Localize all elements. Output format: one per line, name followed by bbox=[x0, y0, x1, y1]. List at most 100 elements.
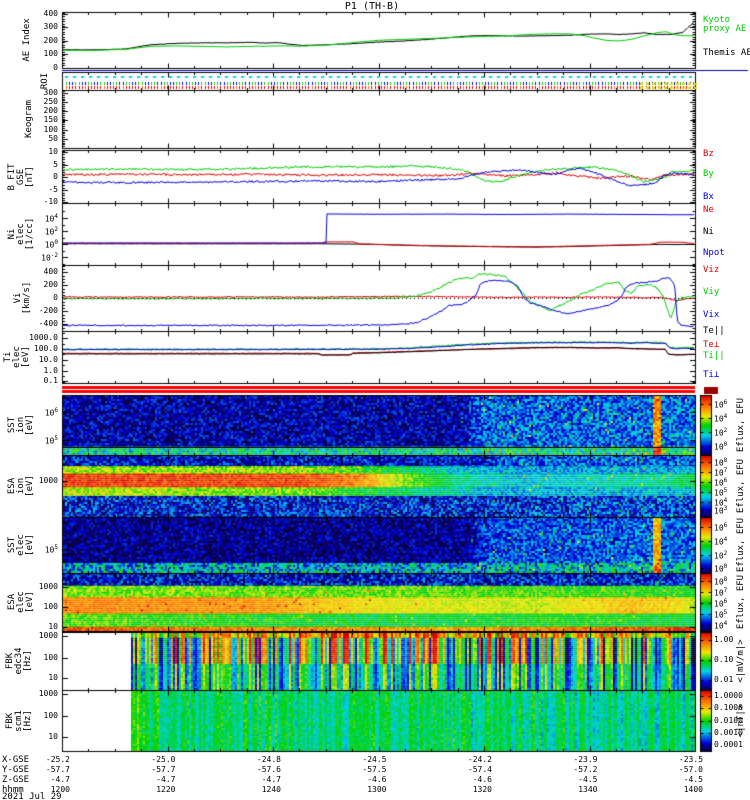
panel-ylabel-esa_ion: ion bbox=[16, 477, 26, 495]
panel-ylabel-fbk_edc34: [Hz] bbox=[23, 650, 33, 672]
ytick-label-keogram: 150 bbox=[43, 114, 58, 124]
legend-ae-proxyAE: proxy AE bbox=[703, 23, 747, 34]
panel-ylabel-vi: [km/s] bbox=[22, 281, 32, 315]
panel-ylabel-ni: elec bbox=[16, 223, 26, 245]
ytick-label-ni: 104 bbox=[44, 213, 58, 224]
xtick-hhmm-2: 1240 bbox=[261, 785, 281, 794]
ytick-label-ti: 100.0 bbox=[33, 343, 58, 353]
ytick-label-sst_ion: 106 bbox=[44, 406, 58, 418]
ytick-label-bfit: -10 bbox=[43, 196, 58, 206]
panel-ylabel-keogram: Keogram bbox=[24, 100, 34, 138]
xtick-y-4: -57.4 bbox=[467, 765, 492, 774]
cbtick-fbk_scm1: 0.0001 bbox=[714, 739, 743, 749]
axis-row-label-hhmm: hhmm bbox=[2, 785, 24, 795]
cbtick-esa_elec: 107 bbox=[714, 587, 728, 598]
xtick-z-6: -4.5 bbox=[683, 775, 703, 784]
cbtick-sst_elec: 106 bbox=[714, 522, 728, 533]
ytick-label-keogram: 250 bbox=[43, 97, 58, 107]
panel-ylabel-ni: [1/cc] bbox=[25, 217, 35, 251]
panel-ylabel-bfit: [nT] bbox=[25, 165, 35, 188]
ytick-label-vi: -200 bbox=[38, 306, 58, 315]
xtick-z-0: -4.7 bbox=[50, 775, 70, 784]
ytick-label-bfit: 10 bbox=[48, 147, 58, 157]
ytick-label-vi: 200 bbox=[43, 279, 58, 289]
ytick-label-fbk_scm1: 100 bbox=[43, 710, 58, 720]
ytick-label-ti: 1000.0 bbox=[29, 333, 58, 343]
cbtick-esa_elec: 104 bbox=[714, 620, 728, 631]
xtick-hhmm-4: 1320 bbox=[472, 785, 492, 794]
xtick-x-5: -23.9 bbox=[573, 755, 598, 764]
ytick-label-vi: 400 bbox=[43, 266, 58, 276]
ytick-label-keogram: 300 bbox=[43, 88, 58, 98]
cbtick-fbk_scm1: 0.1000 bbox=[714, 703, 743, 713]
ytick-label-keogram: 200 bbox=[43, 105, 58, 115]
panel-ylabel-fbk_scm1: FBK bbox=[5, 712, 15, 729]
xtick-hhmm-5: 1340 bbox=[578, 785, 598, 794]
cbtick-esa_ion: 103 bbox=[714, 504, 728, 516]
panel-ylabel-ti: Ti bbox=[3, 351, 13, 363]
axis-date: 2021 Jul 29 bbox=[2, 792, 62, 800]
ytick-label-esa_elec: 10 bbox=[48, 621, 58, 631]
cbtick-fbk_scm1: 0.0100 bbox=[714, 716, 743, 726]
panel-ylabel-sst_elec: SST bbox=[7, 536, 17, 554]
panel-ylabel-sst_ion: ion bbox=[16, 416, 26, 434]
xtick-z-2: -4.7 bbox=[261, 775, 281, 784]
ytick-label-fbk_scm1: 10 bbox=[48, 731, 58, 741]
panel-ylabel-ni: Ni bbox=[7, 228, 17, 240]
xtick-hhmm-0: 1200 bbox=[50, 785, 70, 794]
legend-ae-ThemisAE: Themis AE bbox=[703, 48, 750, 59]
ytick-label-esa_elec: 1000 bbox=[38, 581, 58, 591]
panel-ylabel-fbk_scm1: scm1 bbox=[14, 709, 24, 732]
ytick-label-fbk_edc34: 10 bbox=[48, 672, 58, 682]
cblabel-sst_elec: Eflux, EFU bbox=[736, 517, 746, 573]
page-title: P1 (TH-B) bbox=[344, 1, 400, 12]
panel-ylabel-vi: Vi bbox=[13, 292, 23, 304]
xtick-y-6: -57.0 bbox=[678, 765, 703, 774]
cbtick-fbk_edc34: 1.00 bbox=[714, 635, 734, 645]
panel-ylabel-ti: elec bbox=[12, 346, 22, 368]
panel-ylabel-bfit: B FIT bbox=[7, 162, 17, 191]
xtick-x-0: -25.2 bbox=[45, 755, 70, 764]
cbtick-sst_ion: 100 bbox=[714, 441, 728, 452]
cbtick-fbk_scm1: 1.0000 bbox=[714, 691, 743, 701]
xtick-z-4: -4.6 bbox=[472, 775, 492, 784]
ytick-label-fbk_edc34: 1000 bbox=[38, 631, 58, 641]
ytick-label-bfit: -5 bbox=[48, 185, 58, 194]
axis-row-label-xgse: X-GSE bbox=[2, 755, 30, 765]
ytick-label-fbk_edc34: 100 bbox=[43, 653, 58, 663]
cblabel-sst_ion: Eflux, EFU bbox=[736, 397, 746, 453]
xtick-x-2: -24.8 bbox=[256, 755, 281, 764]
cbtick-esa_elec: 105 bbox=[714, 609, 728, 620]
cbtick-sst_elec: 100 bbox=[714, 562, 728, 574]
cblabel-esa_elec: Eflux, EFU bbox=[736, 574, 746, 630]
xtick-x-3: -24.5 bbox=[362, 755, 387, 764]
xtick-hhmm-3: 1300 bbox=[367, 785, 387, 794]
ytick-label-sst_elec: 105 bbox=[44, 543, 58, 555]
ytick-label-esa_ion: 1000 bbox=[38, 475, 58, 485]
legend-ti-Te: Te⊥ bbox=[703, 340, 720, 351]
ytick-label-vi: 0 bbox=[53, 293, 58, 302]
xtick-hhmm-1: 1220 bbox=[156, 785, 176, 794]
legend-ti-Te: Te|| bbox=[703, 326, 725, 336]
xtick-x-1: -25.0 bbox=[151, 755, 176, 764]
panel-ylabel-fbk_scm1: [Hz] bbox=[23, 709, 33, 732]
legend-ni-Ne: Ne bbox=[703, 205, 714, 215]
cbtick-esa_ion: 104 bbox=[714, 496, 728, 508]
cblabel-esa_ion: Eflux, EFU bbox=[736, 458, 746, 514]
xtick-hhmm-6: 1400 bbox=[683, 785, 703, 794]
cbtick-sst_elec: 102 bbox=[714, 550, 728, 561]
xtick-y-1: -57.7 bbox=[151, 765, 176, 774]
legend-bfit-Bx: Bx bbox=[703, 191, 714, 202]
legend-bfit-By: By bbox=[703, 168, 714, 179]
panel-ylabel-esa_elec: elec bbox=[16, 591, 26, 613]
legend-ti-Ti: Ti|| bbox=[703, 350, 725, 361]
panel-ylabel-sst_ion: [eV] bbox=[25, 414, 35, 436]
panel-ylabel-ae: AE Index bbox=[22, 18, 32, 62]
cbtick-esa_ion: 105 bbox=[714, 487, 728, 498]
cbtick-esa_elec: 108 bbox=[714, 576, 728, 587]
cbtick-esa_ion: 108 bbox=[714, 457, 728, 468]
panel-ylabel-fbk_edc34: FBK bbox=[5, 652, 15, 670]
legend-ae-Kyoto: Kyoto bbox=[703, 14, 731, 25]
